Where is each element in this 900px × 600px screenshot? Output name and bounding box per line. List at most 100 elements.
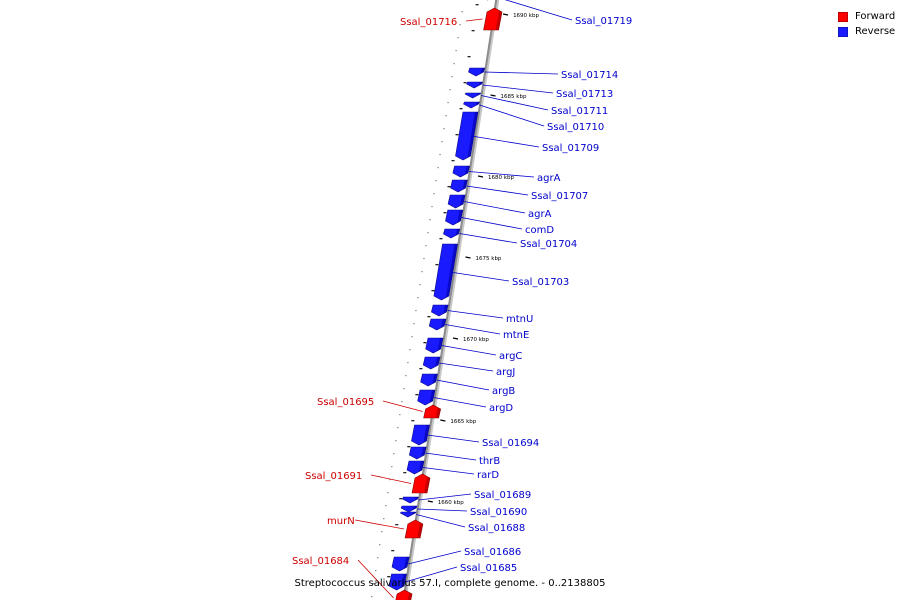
gene-leader-line <box>439 362 494 372</box>
gene-leader-line <box>433 397 487 408</box>
inner-ring-tick <box>389 479 391 481</box>
gene-label-ssal_01685: Ssal_01685 <box>460 563 517 574</box>
gene-leader-line <box>425 452 477 461</box>
inner-ring-tick <box>373 583 375 585</box>
scale-label: 1675 kbp <box>476 256 502 262</box>
ring-tick <box>455 134 459 136</box>
gene-label-ssal_01686: Ssal_01686 <box>464 547 521 558</box>
genome-backbone <box>402 0 498 600</box>
gene-arrow-shade <box>404 557 410 568</box>
gene-label-ssal_01689: Ssal_01689 <box>474 490 531 501</box>
gene-label-ssal_01711: Ssal_01711 <box>551 106 608 117</box>
scale-tick <box>427 500 433 503</box>
strand-legend: Forward Reverse <box>838 9 895 39</box>
inner-ring-tick <box>397 427 399 429</box>
gene-leader-line <box>464 201 526 214</box>
gene-arrow-shade <box>475 102 480 105</box>
gene-label-ssal_01719: Ssal_01719 <box>575 16 632 27</box>
ring-tick <box>403 472 407 474</box>
ring-tick <box>395 524 399 526</box>
inner-ring-tick <box>439 154 441 156</box>
gene-arrow-shade <box>407 593 413 600</box>
gene-arrow-shade <box>429 390 435 402</box>
inner-ring-tick <box>419 284 421 286</box>
gene-leader-line <box>482 84 554 94</box>
inner-ring-tick <box>393 453 395 455</box>
gene-leader-line <box>422 467 475 475</box>
gene-arrow-shade <box>478 82 483 85</box>
inner-ring-tick <box>433 193 435 195</box>
gene-arrow-shade <box>437 338 444 350</box>
inner-ring-tick <box>387 492 389 494</box>
ring-tick <box>391 550 395 552</box>
gene-arrow-shade <box>435 408 441 418</box>
inner-ring-tick <box>377 557 379 559</box>
ring-tick <box>411 420 415 422</box>
inner-ring-tick <box>395 440 397 442</box>
ring-tick <box>471 30 475 32</box>
inner-ring-tick <box>403 388 405 390</box>
gene-arrow-shade <box>417 523 423 538</box>
gene-leader-line <box>461 217 523 230</box>
inner-ring-tick <box>445 115 447 117</box>
gene-label-ssal_01714: Ssal_01714 <box>561 70 618 81</box>
gene-label-ssal_01688: Ssal_01688 <box>468 523 525 534</box>
scale-tick <box>452 337 459 340</box>
gene-leader-line <box>447 310 504 319</box>
scale-label: 1690 kbp <box>513 13 539 19</box>
legend-reverse: Reverse <box>838 24 895 39</box>
inner-ring-tick <box>431 206 433 208</box>
gene-arrow-shade <box>441 319 446 327</box>
inner-ring-tick <box>455 50 457 52</box>
inner-ring-tick <box>417 297 419 299</box>
scale-label: 1660 kbp <box>438 500 464 506</box>
gene-arrow-shade <box>462 180 468 189</box>
legend-forward: Forward <box>838 9 895 24</box>
scale-tick <box>465 256 471 259</box>
ring-tick <box>407 446 411 448</box>
gene-leader-line <box>382 400 423 412</box>
ring-tick <box>431 290 435 292</box>
gene-arrow-ssal_01684 <box>395 589 413 600</box>
gene-leader-line <box>416 514 466 528</box>
gene-arrow-shade <box>457 210 463 222</box>
inner-ring-tick <box>461 11 463 13</box>
gene-leader-line <box>441 345 497 356</box>
gene-label-ssal_01691: Ssal_01691 <box>305 471 362 482</box>
gene-label-mtne: mtnE <box>503 330 529 341</box>
inner-ring-tick <box>409 349 411 351</box>
scale-tick <box>477 175 484 178</box>
inner-ring-tick <box>383 518 385 520</box>
legend-reverse-label: Reverse <box>855 26 896 37</box>
gene-leader-line <box>504 0 573 21</box>
inner-ring-tick <box>453 63 455 65</box>
ring-tick <box>467 56 471 58</box>
gene-leader-line <box>355 519 405 530</box>
inner-ring-tick <box>447 102 449 104</box>
ring-tick <box>399 498 403 500</box>
inner-ring-tick <box>435 180 437 182</box>
inner-ring-tick <box>405 375 407 377</box>
ring-tick <box>387 576 391 578</box>
inner-ring-tick <box>451 76 453 78</box>
gene-label-ssal_01710: Ssal_01710 <box>547 122 604 133</box>
gene-label-rard: rarD <box>477 470 499 481</box>
gene-arrow-shade <box>413 506 418 509</box>
gene-leader-line <box>449 271 510 282</box>
gene-arrow-shade <box>495 11 502 30</box>
inner-ring-tick <box>385 505 387 507</box>
gene-leader-line <box>479 104 545 127</box>
gene-leader-line <box>417 508 468 512</box>
scale-tick <box>502 13 509 16</box>
inner-ring-tick <box>421 271 423 273</box>
inner-ring-tick <box>427 232 429 234</box>
inner-ring-tick <box>411 336 413 338</box>
gene-leader-line <box>370 474 412 484</box>
inner-ring-tick <box>457 37 459 39</box>
scale-tick <box>440 419 446 422</box>
gene-arrow-shade <box>477 93 481 95</box>
gene-label-thrb: thrB <box>479 456 500 467</box>
gene-label-ssal_01716: Ssal_01716 <box>400 17 457 28</box>
reverse-swatch <box>838 26 848 37</box>
